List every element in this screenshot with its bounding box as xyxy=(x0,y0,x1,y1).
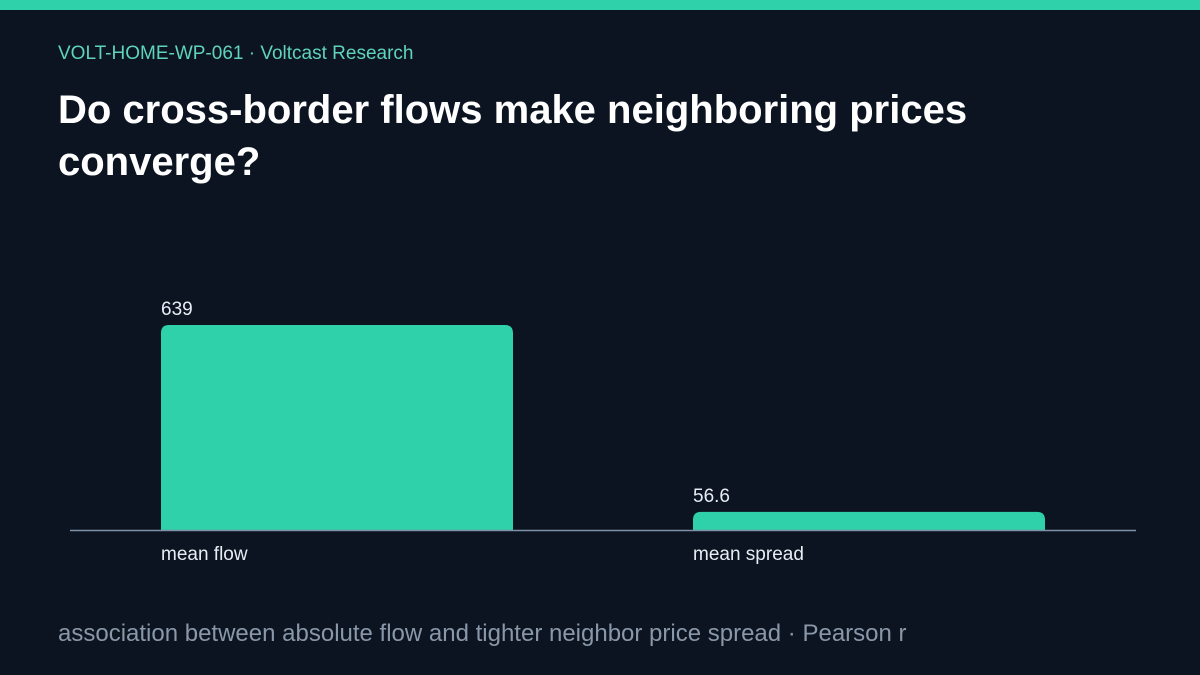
category-tick-label: mean flow xyxy=(161,544,248,565)
footnote: association between absolute flow and ti… xyxy=(58,620,907,647)
top-accent-bar xyxy=(0,0,1200,10)
chart-title: Do cross-border flows make neighboring p… xyxy=(58,88,968,184)
bar-mean-spread xyxy=(693,511,1045,530)
bar-value-label: 56.6 xyxy=(693,486,730,507)
bar-mean-flow xyxy=(161,325,513,530)
category-tick-label: mean spread xyxy=(693,544,804,565)
report-kicker: VOLT-HOME-WP-061 · Voltcast Research xyxy=(58,43,414,64)
bar-value-label: 639 xyxy=(161,299,193,320)
